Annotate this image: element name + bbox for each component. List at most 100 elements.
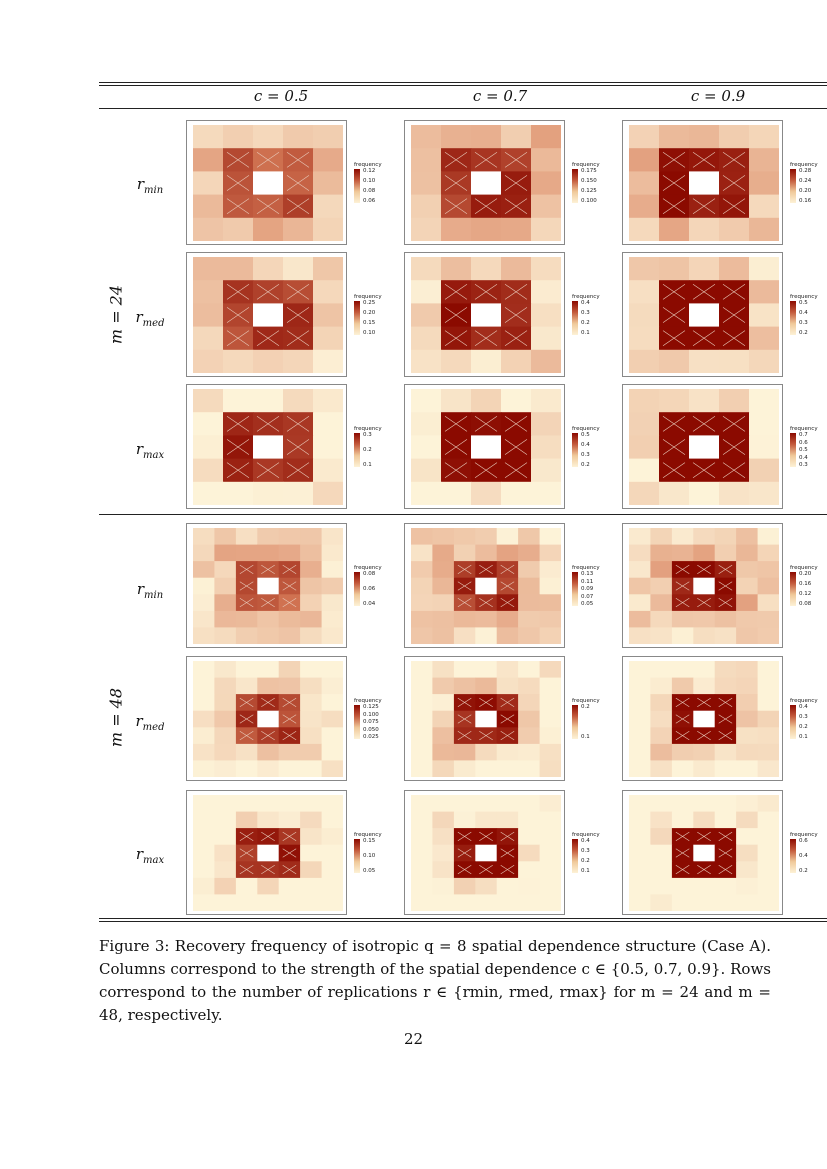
heatmap-cell [757, 710, 779, 728]
legend-tick: 0.175 [581, 168, 597, 174]
heatmap-cell [321, 743, 343, 761]
heatmap-cell [539, 577, 561, 595]
heatmap-cell [496, 894, 519, 911]
heatmap-cell [736, 727, 758, 745]
cross-mark [722, 462, 746, 479]
cross-mark [474, 283, 498, 300]
heatmap-svg [193, 389, 343, 505]
heatmap-cell [253, 481, 284, 505]
heatmap-cell [411, 894, 433, 911]
heatmap-svg [411, 389, 561, 505]
heatmap-cell [214, 795, 237, 813]
heatmap-cell [214, 828, 237, 846]
heatmap-cell [193, 828, 215, 846]
legend-tick: 0.2 [799, 724, 808, 730]
heatmap-cell [749, 257, 779, 281]
cross-mark [504, 151, 528, 168]
heatmap-cell [300, 877, 322, 895]
cross-mark [457, 848, 472, 858]
cross-mark [286, 151, 310, 168]
heatmap-cell [300, 760, 322, 777]
cross-mark [504, 462, 528, 479]
legend-tick: 0.24 [799, 178, 812, 184]
cross-mark [239, 865, 254, 875]
heatmap-cell [671, 795, 694, 813]
heatmap-cell [749, 194, 779, 219]
legend-title: frequency [790, 426, 818, 432]
heatmap-cell [411, 349, 442, 373]
heatmap-cell [313, 125, 343, 149]
heatmap-cell [749, 412, 779, 436]
cross-mark [718, 831, 733, 841]
cross-mark [286, 330, 310, 347]
legend-tick: 0.4 [799, 454, 808, 461]
cross-mark [457, 581, 472, 591]
heatmap-cell [531, 326, 561, 351]
heatmap-cell [736, 544, 758, 562]
cross-mark [722, 151, 746, 168]
legend-tick: 0.10 [363, 178, 376, 184]
legend-tick: 0.1 [581, 868, 590, 874]
cross-mark [226, 175, 250, 191]
heatmap-cell [539, 661, 561, 679]
heatmap-cell [629, 458, 660, 483]
cross-mark [239, 714, 254, 724]
legend-tick: 0.07 [581, 593, 594, 600]
heatmap-cell [496, 544, 519, 562]
cross-mark [662, 439, 686, 455]
heatmap-cell [749, 125, 779, 149]
heatmap-cell [193, 194, 224, 219]
heatmap-cell [629, 760, 651, 777]
heatmap-cell [471, 257, 502, 281]
heatmap-cell [749, 280, 779, 304]
legend-colorbar [354, 169, 360, 203]
heatmap-cell [693, 544, 716, 562]
heatmap-cell [300, 661, 322, 679]
heatmap-cell [253, 389, 284, 413]
cross-mark [256, 283, 280, 300]
cross-mark [261, 731, 275, 741]
heatmap-cell [736, 844, 758, 862]
heatmap-cell [736, 743, 758, 761]
cross-mark [722, 307, 746, 323]
heatmap-cell [321, 795, 343, 813]
group-separator-rule [99, 514, 827, 515]
heatmap-cell [235, 528, 258, 546]
cross-mark [444, 439, 468, 455]
heatmap-cell [693, 811, 716, 829]
heatmap-cell [518, 710, 540, 728]
heatmap-cell [629, 594, 651, 612]
heatmap-cell [650, 894, 673, 911]
heatmap-cell [300, 627, 322, 644]
heatmap-cell [539, 561, 561, 579]
heatmap-cell [321, 894, 343, 911]
cross-mark [457, 697, 472, 707]
heatmap-cell [629, 677, 651, 695]
cross-mark [286, 415, 310, 432]
cross-mark [474, 415, 498, 432]
cross-mark [474, 462, 498, 479]
heatmap-cell [518, 610, 540, 628]
legend-title: frequency [790, 294, 818, 300]
cross-mark [662, 462, 686, 479]
legend-colorbar [572, 572, 578, 606]
heatmap-cell [214, 710, 237, 728]
heatmap-cell [650, 528, 673, 546]
heatmap-cell [214, 877, 237, 895]
heatmap-cell [214, 577, 237, 595]
cross-mark [718, 598, 733, 608]
legend-tick: 0.25 [363, 300, 376, 306]
heatmap-cell [650, 743, 673, 761]
heatmap-svg [411, 661, 561, 777]
heatmap-cell [659, 217, 690, 241]
cross-mark [692, 151, 716, 168]
heatmap-cell [531, 217, 561, 241]
legend-tick: 0.11 [581, 578, 594, 585]
heatmap-svg [193, 661, 343, 777]
heatmap-cell [693, 710, 716, 728]
heatmap-cell [411, 303, 442, 328]
cross-mark [256, 462, 280, 479]
legend-tick: 0.05 [363, 868, 376, 874]
heatmap-cell [411, 610, 433, 628]
heatmap-cell [518, 877, 540, 895]
